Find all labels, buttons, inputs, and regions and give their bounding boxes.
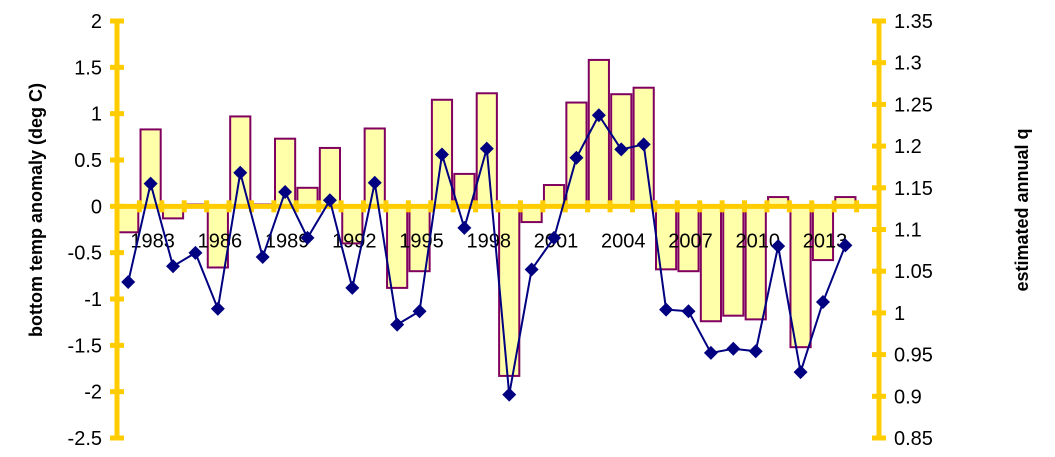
- q-point: [121, 275, 136, 290]
- q-point: [591, 108, 606, 123]
- q-point: [502, 387, 517, 402]
- x-tick-label: 1983: [130, 230, 175, 252]
- y-tick-label: 0: [91, 196, 102, 218]
- y-tick-label: -1: [84, 289, 102, 311]
- q-point: [457, 220, 472, 235]
- bar: [587, 58, 610, 208]
- bar: [363, 127, 386, 208]
- axes: [110, 18, 886, 441]
- x-tick-label: 1995: [399, 230, 444, 252]
- q-point: [322, 193, 337, 208]
- q-point: [703, 345, 718, 360]
- q-point: [726, 341, 741, 356]
- x-tick-label: 2007: [668, 230, 713, 252]
- bar: [699, 205, 723, 323]
- y2-axis-title: estimated annual q: [1012, 128, 1032, 291]
- q-point: [524, 262, 539, 277]
- q-point: [300, 230, 315, 245]
- y2-tick-label: 1.3: [894, 53, 922, 75]
- q-point: [210, 301, 225, 316]
- y-tick-label: 0.5: [74, 150, 102, 172]
- bar: [229, 115, 252, 208]
- q-point: [838, 238, 853, 253]
- bar: [139, 128, 162, 208]
- q-point: [547, 230, 562, 245]
- x-tick-label: 1986: [198, 230, 243, 252]
- bar: [744, 205, 767, 321]
- y-tick-label: -1.5: [68, 335, 102, 357]
- y2-tick-label: 1.25: [894, 94, 933, 116]
- x-tick-label: 2013: [803, 230, 848, 252]
- y2-tick-label: 1.1: [894, 220, 922, 242]
- x-tick-label: 1989: [265, 230, 310, 252]
- y-tick-label: 1.5: [74, 57, 102, 79]
- q-point: [255, 250, 270, 265]
- q-point: [434, 147, 449, 162]
- q-point: [479, 141, 494, 156]
- q-point: [390, 317, 405, 332]
- bar: [789, 205, 812, 349]
- x-tick-label: 1998: [467, 230, 512, 252]
- bar: [722, 205, 745, 317]
- bar: [542, 184, 566, 208]
- y2-tick-label: 0.85: [894, 428, 933, 450]
- q-point: [278, 184, 293, 199]
- q-point: [367, 175, 382, 190]
- bar: [117, 205, 140, 234]
- q-point: [793, 365, 808, 380]
- y2-tick-label: 1.05: [894, 261, 933, 283]
- y-tick-labels: -2.5 -2 -1.5 -1 -0.5 0 0.5 1 1.5 2: [68, 11, 102, 450]
- y2-tick-labels: 0.85 0.9 0.95 1 1.05 1.1 1.15 1.2 1.25 1.3 1.35: [894, 11, 933, 450]
- q-point: [143, 176, 158, 191]
- q-point: [681, 304, 696, 319]
- y-tick-label: -2.5: [68, 428, 102, 450]
- q-point: [569, 150, 584, 165]
- q-point: [614, 142, 629, 157]
- q-point: [412, 304, 427, 319]
- q-point: [345, 280, 360, 295]
- q-point: [636, 137, 651, 152]
- q-point: [166, 259, 181, 274]
- x-tick-label: 2004: [601, 230, 646, 252]
- x-tick-label: 1992: [332, 230, 377, 252]
- q-point: [815, 295, 830, 310]
- q-point: [748, 344, 763, 359]
- bar-series: [117, 58, 879, 377]
- y-tick-label: -0.5: [68, 243, 102, 265]
- q-point: [771, 239, 786, 254]
- x-tick-label: 2010: [735, 230, 780, 252]
- q-point: [233, 165, 248, 180]
- y2-tick-label: 1: [894, 303, 905, 325]
- line-series: [121, 108, 853, 402]
- y2-tick-label: 1.35: [894, 11, 933, 33]
- q-point: [188, 245, 203, 260]
- y2-tick-label: 0.95: [894, 345, 933, 367]
- y2-tick-label: 1.2: [894, 136, 922, 158]
- y-tick-label: -2: [84, 382, 102, 404]
- q-point: [659, 302, 674, 317]
- y-tick-label: 2: [91, 11, 102, 33]
- y-tick-label: 1: [91, 104, 102, 126]
- y2-tick-label: 1.15: [894, 178, 933, 200]
- x-tick-labels: 1983198619891992199519982001200420072010…: [130, 230, 847, 252]
- y-axis-title: bottom temp anomaly (deg C): [26, 83, 46, 337]
- bar: [296, 186, 319, 208]
- y2-tick-label: 0.9: [894, 386, 922, 408]
